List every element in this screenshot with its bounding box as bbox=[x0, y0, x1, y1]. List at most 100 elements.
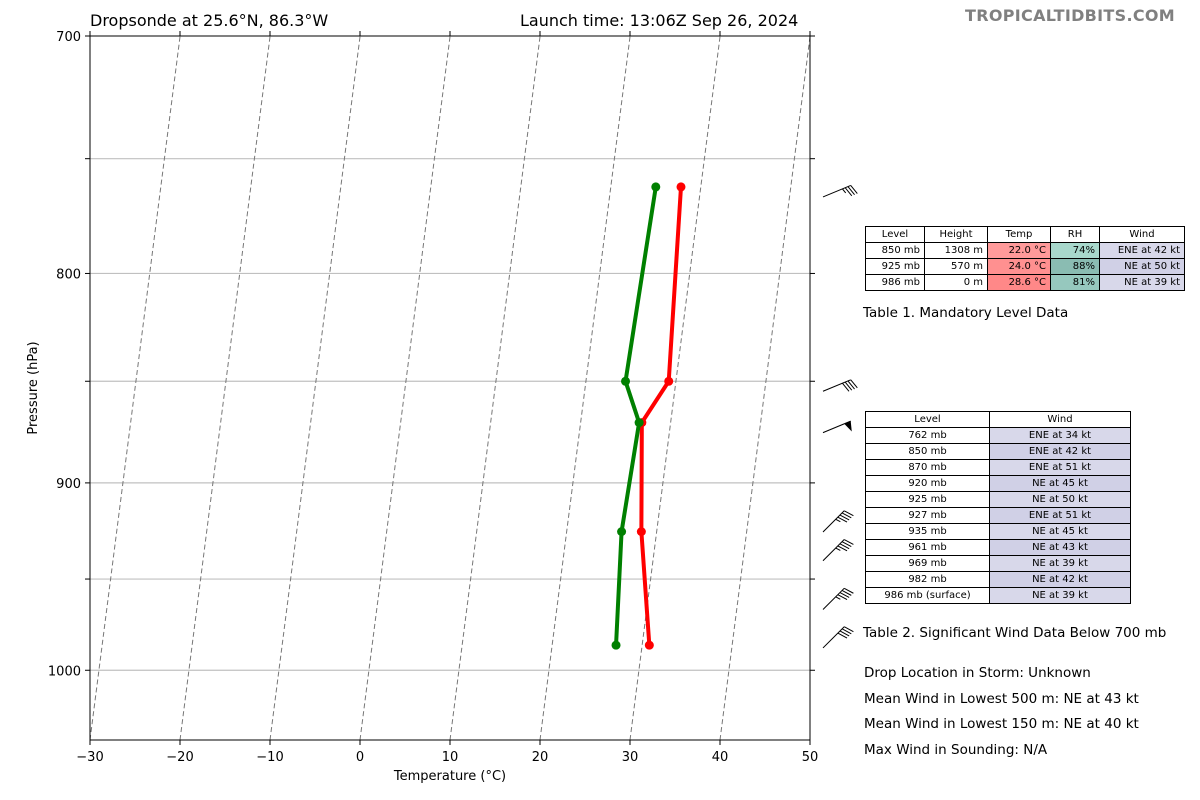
y-tick-label: 800 bbox=[56, 267, 81, 282]
dewpoint-point bbox=[634, 418, 644, 428]
table-header-row: Level Height Temp RH Wind bbox=[865, 226, 1185, 243]
level-cell: 925 mb bbox=[865, 491, 990, 508]
y-tick-label: 700 bbox=[56, 30, 81, 45]
isotherm-line bbox=[629, 36, 721, 740]
height-cell: 1308 m bbox=[924, 242, 988, 259]
rh-cell: 81% bbox=[1050, 274, 1100, 291]
temperature-point bbox=[636, 527, 646, 537]
wind-cell: NE at 39 kt bbox=[989, 587, 1131, 604]
temperature-point bbox=[644, 640, 654, 650]
table-row: 986 mb (surface) NE at 39 kt bbox=[865, 587, 1131, 604]
max-wind-text: Max Wind in Sounding: N/A bbox=[864, 742, 1048, 758]
table-row: 850 mb ENE at 42 kt bbox=[865, 443, 1131, 460]
table-row: 969 mb NE at 39 kt bbox=[865, 555, 1131, 572]
temp-cell: 28.6 °C bbox=[987, 274, 1051, 291]
skewt-chart: −30 −20 −10 0 10 20 30 40 50 700 800 900 1000 Tempera… bbox=[26, 30, 858, 784]
dewpoint-line bbox=[614, 186, 658, 646]
wind-cell: NE at 39 kt bbox=[989, 555, 1131, 572]
height-cell: 0 m bbox=[924, 274, 988, 291]
mean-wind-500-text: Mean Wind in Lowest 500 m: NE at 43 kt bbox=[864, 691, 1139, 707]
dewpoint-point bbox=[611, 640, 621, 650]
table1-caption: Table 1. Mandatory Level Data bbox=[863, 305, 1069, 321]
level-cell: 870 mb bbox=[865, 459, 990, 476]
x-tick-label: −30 bbox=[76, 750, 103, 765]
table-header-row: Level Wind bbox=[865, 411, 1131, 428]
table-row: 870 mb ENE at 51 kt bbox=[865, 459, 1131, 476]
drop-location-text: Drop Location in Storm: Unknown bbox=[864, 665, 1091, 681]
table-row: 961 mb NE at 43 kt bbox=[865, 539, 1131, 556]
level-cell: 762 mb bbox=[865, 427, 990, 444]
wind-cell: NE at 43 kt bbox=[989, 539, 1131, 556]
wind-barb bbox=[822, 539, 854, 562]
x-axis-label: Temperature (°C) bbox=[393, 769, 506, 784]
table-row: 982 mb NE at 42 kt bbox=[865, 571, 1131, 588]
wind-barb bbox=[822, 420, 852, 434]
table-row: 762 mb ENE at 34 kt bbox=[865, 427, 1131, 444]
wind-barb bbox=[822, 184, 858, 198]
isotherm-line bbox=[539, 36, 631, 740]
wind-cell: ENE at 42 kt bbox=[1099, 242, 1185, 259]
isotherm-line bbox=[719, 36, 810, 740]
plot-frame bbox=[89, 35, 811, 741]
x-tick-label: 10 bbox=[442, 750, 459, 765]
wind-cell: ENE at 42 kt bbox=[989, 443, 1131, 460]
isotherm-line bbox=[179, 36, 271, 740]
significant-wind-table: Level Wind 762 mb ENE at 34 kt 850 mb ENE a… bbox=[865, 411, 1131, 604]
wind-cell: NE at 50 kt bbox=[1099, 258, 1185, 275]
level-cell: 920 mb bbox=[865, 475, 990, 492]
chart-title-left: Dropsonde at 25.6°N, 86.3°W bbox=[90, 11, 329, 30]
wind-barb bbox=[822, 587, 854, 610]
isotherm-line bbox=[90, 36, 181, 740]
level-cell: 969 mb bbox=[865, 555, 990, 572]
x-tick-label: 20 bbox=[532, 750, 549, 765]
table-header-cell: Temp bbox=[987, 226, 1051, 243]
temp-cell: 24.0 °C bbox=[987, 258, 1051, 275]
dewpoint-point bbox=[651, 182, 661, 192]
level-cell: 935 mb bbox=[865, 523, 990, 540]
mandatory-level-table: Level Height Temp RH Wind 850 mb 1308 m … bbox=[865, 226, 1185, 291]
table-header-cell: Wind bbox=[989, 411, 1131, 428]
table-row: 850 mb 1308 m 22.0 °C 74% ENE at 42 kt bbox=[865, 242, 1185, 259]
wind-barb bbox=[822, 379, 858, 392]
table-row: 986 mb 0 m 28.6 °C 81% NE at 39 kt bbox=[865, 274, 1185, 291]
wind-cell: NE at 50 kt bbox=[989, 491, 1131, 508]
isotherm-line bbox=[449, 36, 541, 740]
level-cell: 850 mb bbox=[865, 443, 990, 460]
table-header-cell: Height bbox=[924, 226, 988, 243]
chart-title-right: Launch time: 13:06Z Sep 26, 2024 bbox=[520, 11, 799, 30]
wind-cell: ENE at 51 kt bbox=[989, 507, 1131, 524]
dewpoint-point bbox=[617, 527, 627, 537]
wind-barb bbox=[822, 626, 854, 649]
table-header-cell: Wind bbox=[1099, 226, 1185, 243]
x-tick-label: 30 bbox=[622, 750, 639, 765]
x-tick-label: 50 bbox=[802, 750, 819, 765]
y-tick-label: 900 bbox=[56, 477, 81, 492]
level-cell: 982 mb bbox=[865, 571, 990, 588]
wind-cell: NE at 42 kt bbox=[989, 571, 1131, 588]
wind-cell: ENE at 51 kt bbox=[989, 459, 1131, 476]
temp-cell: 22.0 °C bbox=[987, 242, 1051, 259]
temperature-point bbox=[676, 182, 686, 192]
rh-cell: 88% bbox=[1050, 258, 1100, 275]
level-cell: 850 mb bbox=[865, 242, 925, 259]
brand-watermark: TROPICALTIDBITS.COM bbox=[965, 6, 1175, 25]
wind-cell: NE at 39 kt bbox=[1099, 274, 1185, 291]
x-tick-label: −20 bbox=[166, 750, 193, 765]
level-cell: 986 mb (surface) bbox=[865, 587, 990, 604]
isotherm-group bbox=[90, 36, 810, 740]
table-row: 927 mb ENE at 51 kt bbox=[865, 507, 1131, 524]
height-cell: 570 m bbox=[924, 258, 988, 275]
table-row: 925 mb NE at 50 kt bbox=[865, 491, 1131, 508]
level-cell: 961 mb bbox=[865, 539, 990, 556]
wind-cell: NE at 45 kt bbox=[989, 523, 1131, 540]
x-tick-label: −10 bbox=[256, 750, 283, 765]
table-row: 935 mb NE at 45 kt bbox=[865, 523, 1131, 540]
temperature-line bbox=[639, 186, 683, 646]
level-cell: 925 mb bbox=[865, 258, 925, 275]
mean-wind-150-text: Mean Wind in Lowest 150 m: NE at 40 kt bbox=[864, 716, 1139, 732]
dewpoint-point bbox=[621, 376, 631, 386]
level-cell: 986 mb bbox=[865, 274, 925, 291]
x-tick-label: 40 bbox=[712, 750, 729, 765]
temperature-point bbox=[664, 376, 674, 386]
table-header-cell: Level bbox=[865, 226, 925, 243]
